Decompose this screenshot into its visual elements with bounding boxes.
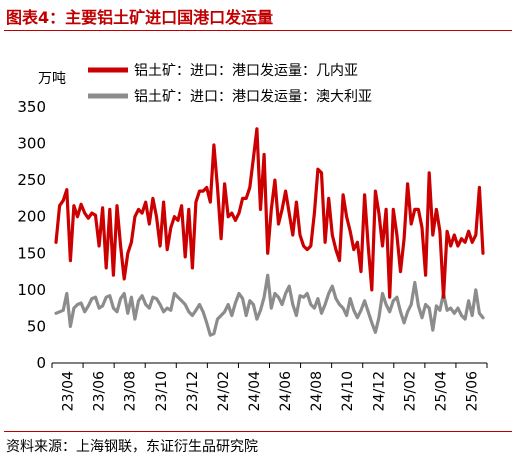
y-tick-label: 100	[17, 281, 46, 299]
x-tick-label: 24/12	[371, 371, 387, 411]
x-tick-label: 23/04	[61, 371, 77, 411]
x-tick-label: 23/08	[123, 371, 139, 411]
y-tick-label: 200	[17, 208, 46, 226]
y-tick-label: 50	[27, 317, 46, 335]
series-line-guinea	[54, 127, 485, 299]
chart-axes: 0 50 100 150 200 250 300 350 23/04 23/06 23/08 23/1…	[17, 98, 488, 411]
figure-title: 图表4：主要铝土矿进口国港口发运量	[6, 8, 274, 27]
footer-divider	[4, 431, 512, 432]
line-chart: 铝土矿：进口：港口发运量：几内亚 铝土矿：进口：港口发运量：澳大利亚 万吨 0 5…	[17, 63, 488, 411]
title-divider	[4, 30, 512, 31]
x-tick-label: 24/02	[216, 371, 232, 411]
legend-label-australia: 铝土矿：进口：港口发运量：澳大利亚	[134, 89, 372, 105]
y-tick-label: 350	[17, 98, 46, 116]
x-tick-label: 25/04	[433, 371, 449, 411]
x-tick-label: 23/10	[154, 371, 170, 411]
series-line-australia	[54, 273, 485, 337]
y-tick-label: 250	[17, 171, 46, 189]
x-tick-label: 25/06	[464, 371, 480, 411]
x-tick-label: 24/04	[247, 371, 263, 411]
x-tick-label: 23/06	[92, 371, 108, 411]
source-note: 资料来源：上海钢联，东证衍生品研究院	[6, 439, 258, 455]
x-tick-label: 24/08	[309, 371, 325, 411]
y-unit-label: 万吨	[38, 71, 66, 87]
x-tick-label: 25/02	[402, 371, 418, 411]
y-tick-label: 0	[36, 354, 46, 372]
y-tick-label: 150	[17, 244, 46, 262]
x-tick-label: 24/06	[278, 371, 294, 411]
x-tick-label: 23/12	[185, 371, 201, 411]
legend-label-guinea: 铝土矿：进口：港口发运量：几内亚	[134, 63, 358, 79]
chart-series	[54, 127, 485, 337]
y-tick-label: 300	[17, 135, 46, 153]
x-tick-label: 24/10	[340, 371, 356, 411]
chart-legend: 铝土矿：进口：港口发运量：几内亚 铝土矿：进口：港口发运量：澳大利亚	[88, 63, 372, 105]
